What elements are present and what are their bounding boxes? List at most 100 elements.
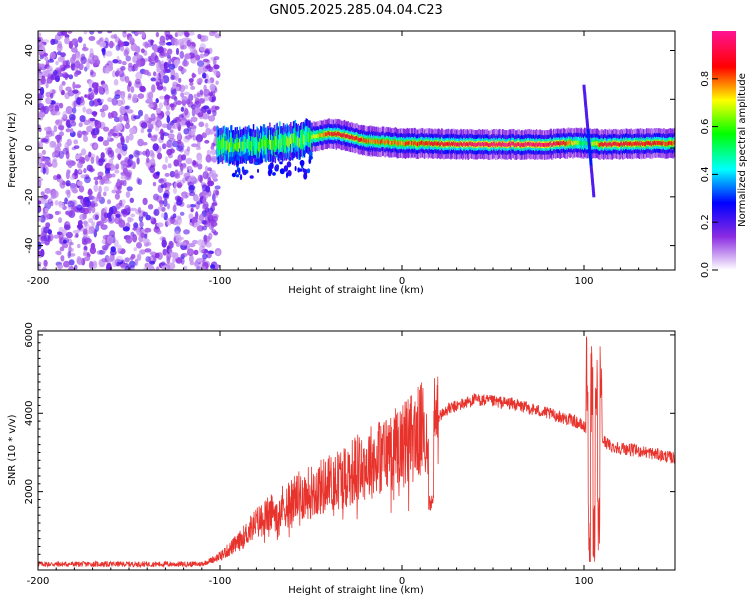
spectrogram-noise-cell <box>152 143 159 152</box>
spectrogram-noise-cell <box>200 106 206 114</box>
spectrogram-ridge-cell <box>649 142 652 147</box>
spectrogram-noise-cell <box>118 217 123 224</box>
spectrogram-noise-cell <box>44 127 49 131</box>
spectrogram-ridge-cell <box>228 144 230 154</box>
spectrogram-ridge-cell <box>660 141 662 146</box>
spectrogram-ridge-cell <box>284 136 287 147</box>
spectrogram-ridge-cell <box>566 142 569 146</box>
spectrogram-noise-cell <box>47 59 55 63</box>
spectrogram-noise-cell <box>208 115 216 122</box>
spectrogram-ridge-cell <box>614 141 616 146</box>
spectrogram-noise-cell <box>120 175 125 180</box>
spectrogram-blob <box>289 156 292 162</box>
spectrogram-noise-cell <box>136 227 143 236</box>
spectrogram-noise-cell <box>168 240 173 249</box>
spectrogram-ridge-cell <box>551 143 553 147</box>
spectrogram-noise-cell <box>181 252 188 257</box>
spectrogram-noise-cell <box>63 260 70 268</box>
spectrogram-transient-cell <box>587 140 591 144</box>
spectrogram-ridge-cell <box>669 140 672 145</box>
spectrogram-ridge-cell <box>418 141 420 146</box>
spectrogram-noise-cell <box>156 195 163 203</box>
colorbar: 0.0 0.2 0.4 0.6 0.8 Normalized spectral ampl… <box>700 31 748 278</box>
spectrogram-noise-cell <box>197 112 204 118</box>
spectrogram-ridge-cell <box>562 141 564 146</box>
spectrogram-blob <box>239 174 243 181</box>
spectrogram-ridge-cell <box>348 135 350 139</box>
spectrogram-noise-cell <box>114 169 120 174</box>
spectrogram-ridge-cell <box>282 135 285 145</box>
spectrogram-ridge-cell <box>409 140 411 145</box>
spectrogram-noise-cell <box>214 105 220 110</box>
spectrogram-noise-cell <box>137 207 142 214</box>
spectrogram-noise-cell <box>172 252 179 259</box>
spectrogram-blob <box>234 169 238 175</box>
spectrogram-ridge-cell <box>471 142 473 147</box>
spectrogram-blob <box>234 151 238 155</box>
spectrogram-noise-cell <box>162 192 169 199</box>
spectrogram-noise-cell <box>44 56 49 62</box>
spectrogram-noise-cell <box>145 256 151 263</box>
spectrogram-noise-cell <box>42 194 49 200</box>
spectrogram-noise-cell <box>196 92 201 97</box>
spectrogram-noise-cell <box>84 201 89 206</box>
spectrogram-ridge-cell <box>526 141 529 146</box>
spectrogram-ridge-cell <box>540 143 542 147</box>
spectrogram-ridge-cell <box>277 138 279 149</box>
spectrogram-noise-cell <box>156 115 163 121</box>
snr-ytick-label: 6000 <box>24 322 35 347</box>
spectrogram-noise-cell <box>59 131 64 137</box>
spectrogram-ridge-cell <box>415 142 418 147</box>
spectrogram-ridge-cell <box>642 142 644 147</box>
spectrogram-noise-cell <box>98 157 104 167</box>
spectrogram-noise-cell <box>58 178 64 184</box>
spectrogram-ridge-cell <box>585 142 588 146</box>
spectrogram-ridge-cell <box>305 130 308 141</box>
spectrogram-noise-cell <box>102 104 109 111</box>
spectrogram-noise-cell <box>176 199 183 206</box>
spectrogram-ridge-cell <box>325 132 328 137</box>
spectrogram-ridge-cell <box>322 133 325 137</box>
spectrogram-noise-cell <box>65 180 71 187</box>
spectrogram-ridge-cell <box>345 134 348 138</box>
spectrogram-ridge-cell <box>525 143 528 147</box>
spectrogram-noise-cell <box>198 98 206 104</box>
spectrogram-ridge-cell <box>249 140 251 151</box>
spectrogram-transient-cell <box>589 160 593 164</box>
spectrogram-ridge-cell <box>617 142 620 146</box>
spectrogram-noise-cell <box>156 222 164 228</box>
spectrogram-noise-cell <box>41 149 47 155</box>
spectrogram-noise-cell <box>56 142 62 148</box>
spectrogram-noise-cell <box>97 171 104 177</box>
spectrogram-noise-cell <box>183 265 188 270</box>
spectrogram-noise-cell <box>70 121 77 127</box>
spectrogram-noise-cell <box>178 65 183 72</box>
spectrogram-noise-cell <box>116 153 122 159</box>
spectrogram-noise-cell <box>105 86 109 95</box>
spectrogram-ridge-cell <box>255 141 258 152</box>
spectrogram-ridge-cell <box>312 133 315 138</box>
spectrogram-noise-cell <box>151 53 155 61</box>
spectrogram-ridge-cell <box>313 134 316 139</box>
spectrogram-blob <box>272 172 276 176</box>
spectrogram-noise-cell <box>107 112 112 119</box>
spectrogram-ridge-cell <box>631 142 633 147</box>
spectrogram-ridge-cell <box>645 140 648 145</box>
spectrogram-noise-cell <box>186 146 191 152</box>
spectrogram-ridge-cell <box>565 141 568 145</box>
spectrogram-noise-cell <box>55 250 62 255</box>
spectrogram-noise-cell <box>72 107 77 114</box>
spectrogram-ridge-cell <box>594 141 596 146</box>
spectrogram-noise-cell <box>169 103 175 108</box>
snr-xtick-label: 0 <box>399 576 405 587</box>
spectrogram-noise-cell <box>95 224 100 232</box>
spectrogram-blob <box>269 162 274 170</box>
spectrogram-ridge-cell <box>666 141 669 146</box>
spectrogram-noise-cell <box>75 54 81 61</box>
spectrogram-noise-cell <box>163 182 168 189</box>
spectrogram-noise-cell <box>126 186 133 192</box>
spectrogram-ridge-cell <box>297 136 299 146</box>
spectrogram-noise-cell <box>48 197 53 202</box>
spectrogram-noise-cell <box>147 103 154 108</box>
spectrogram-ridge-cell <box>346 134 349 139</box>
